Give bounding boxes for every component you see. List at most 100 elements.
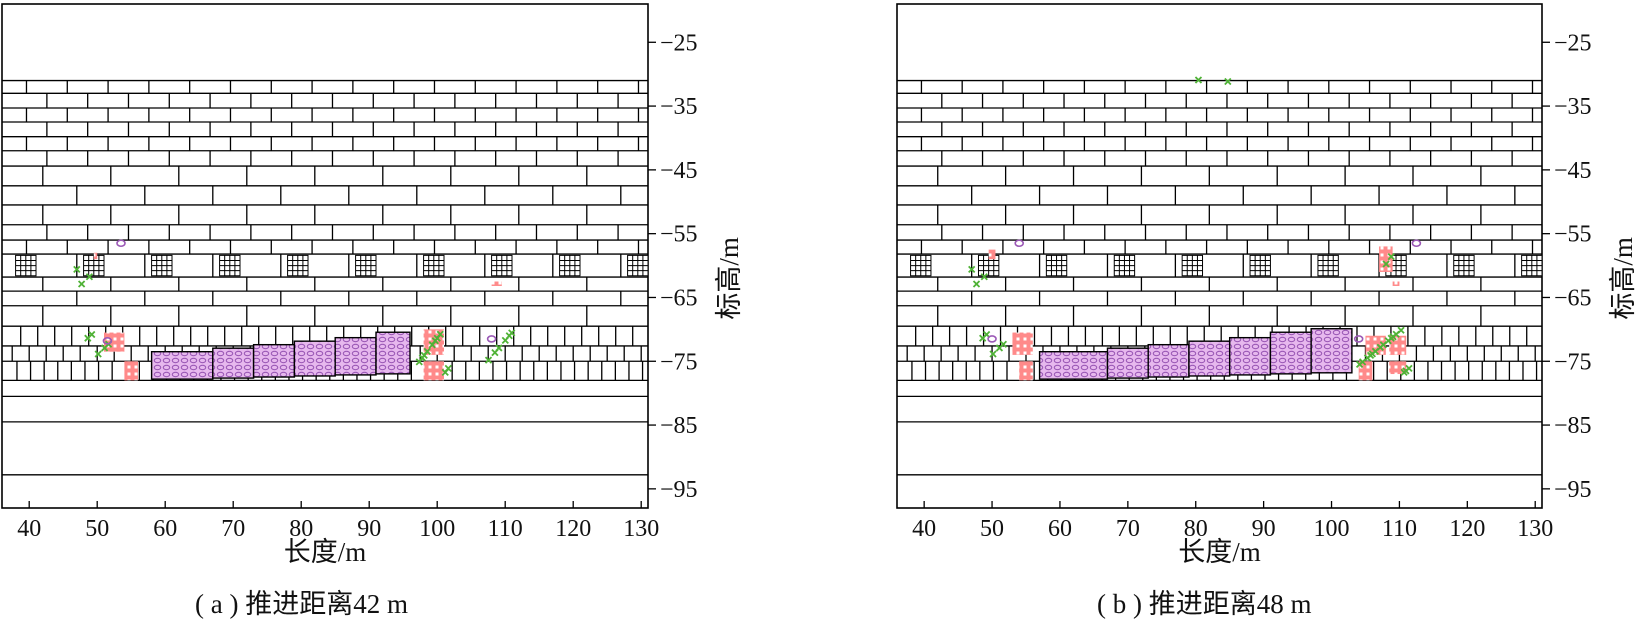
y-tick-label: −35	[660, 94, 698, 120]
plot-frame	[896, 3, 1543, 509]
tension-failure-zone	[93, 252, 98, 260]
shear-cross	[100, 344, 109, 352]
y-tick-label: −45	[1554, 158, 1592, 184]
shear-cross	[1376, 343, 1384, 351]
plot-frame	[1, 3, 649, 509]
x-tick-label: 70	[1116, 516, 1140, 542]
grid-block	[559, 254, 581, 277]
shear-cross	[418, 354, 426, 362]
grid-block	[15, 254, 37, 277]
shear-cross	[85, 273, 94, 281]
shear-cross	[436, 330, 444, 338]
goaf-block	[150, 350, 214, 380]
y-tick-label: −95	[660, 477, 698, 503]
goaf-block	[252, 343, 296, 378]
x-axis-label: 长度/m	[1178, 537, 1261, 567]
grid-block	[1113, 254, 1136, 277]
x-tick-label: 120	[555, 516, 591, 542]
shear-cross	[995, 344, 1004, 352]
tension-failure-zone	[1012, 332, 1033, 355]
tension-failure-zone	[1379, 246, 1393, 272]
x-tick-label: 110	[1382, 516, 1417, 542]
shear-failure-marks	[1355, 326, 1413, 377]
y-tick-label: −35	[1554, 94, 1592, 120]
goaf-block	[1106, 347, 1149, 379]
x-axis-label: 长度/m	[284, 537, 367, 567]
y-tick-label: −75	[660, 349, 698, 375]
y-tick-label: −25	[1554, 30, 1592, 56]
plastic-mark	[1353, 335, 1364, 343]
plastic-mark	[102, 337, 113, 345]
grid-block	[977, 254, 1000, 277]
shear-cross	[491, 348, 499, 357]
shear-cross	[989, 350, 997, 358]
tension-failure-zone	[491, 281, 502, 286]
shear-failure-marks	[968, 265, 988, 288]
shear-cross	[508, 329, 516, 337]
shear-failure-marks	[84, 330, 113, 358]
x-tick-label: 40	[912, 516, 936, 542]
x-tick-label: 100	[1314, 516, 1350, 542]
x-tick-label: 130	[623, 516, 659, 542]
x-tick-label: 60	[1048, 516, 1072, 542]
x-tick-label: 70	[221, 516, 245, 542]
y-tick-label: −75	[1554, 349, 1592, 375]
caption-a: ( a ) 推进距离42 m	[195, 589, 408, 619]
goaf-block	[1310, 328, 1353, 374]
shear-cross	[979, 334, 987, 342]
shear-cross	[1382, 260, 1390, 268]
shear-failure-marks	[1382, 253, 1395, 268]
grid-block	[1181, 254, 1204, 277]
shear-cross	[431, 337, 439, 345]
goaf-block	[212, 347, 255, 379]
x-tick-label: 80	[289, 516, 313, 542]
goaf-block	[293, 340, 336, 377]
y-tick-label: −85	[1554, 413, 1592, 439]
strata-lines	[2, 79, 648, 476]
y-tick-label: −95	[1554, 477, 1592, 503]
grid-block	[1249, 254, 1271, 277]
shear-failure-marks	[415, 330, 452, 377]
x-tick-label: 120	[1449, 516, 1485, 542]
shear-cross	[968, 265, 976, 274]
grid-block	[287, 254, 309, 277]
x-tick-label: 40	[17, 516, 41, 542]
tension-failure-zone	[124, 361, 138, 381]
grid-block	[1317, 254, 1339, 277]
plastic-mark	[116, 239, 126, 248]
shear-cross	[444, 364, 452, 373]
x-tick-label: 90	[357, 516, 381, 542]
plastic-mark	[1014, 239, 1025, 248]
goaf-block	[1038, 350, 1109, 380]
x-tick-label: 50	[980, 516, 1004, 542]
grid-block	[910, 254, 932, 277]
shear-cross	[1387, 253, 1395, 261]
plastic-mark	[486, 335, 497, 343]
shear-cross	[1389, 333, 1397, 341]
grid-block	[151, 254, 173, 277]
shear-failure-marks	[979, 330, 1008, 358]
grid-block	[1045, 254, 1068, 277]
x-tick-label: 100	[419, 516, 455, 542]
goaf-block	[1228, 336, 1272, 376]
goaf-block	[1147, 343, 1190, 378]
grid-block	[1453, 254, 1475, 277]
y-tick-label: −45	[660, 158, 698, 184]
shear-cross	[501, 336, 509, 345]
grid-block	[491, 254, 513, 277]
strata-lines	[897, 79, 1542, 476]
tension-failure-zone	[1365, 335, 1386, 355]
goaf-block	[1269, 331, 1312, 375]
y-tick-label: −65	[1554, 285, 1592, 311]
grid-block	[1521, 254, 1543, 277]
grid-block	[423, 254, 445, 277]
shear-cross	[980, 273, 988, 281]
shear-cross	[1397, 326, 1405, 334]
y-tick-label: −65	[660, 285, 698, 311]
caption-b: ( b ) 推进距离48 m	[1097, 589, 1312, 619]
x-tick-label: 80	[1184, 516, 1208, 542]
goaf-block	[334, 336, 377, 376]
y-tick-label: −55	[660, 222, 698, 248]
